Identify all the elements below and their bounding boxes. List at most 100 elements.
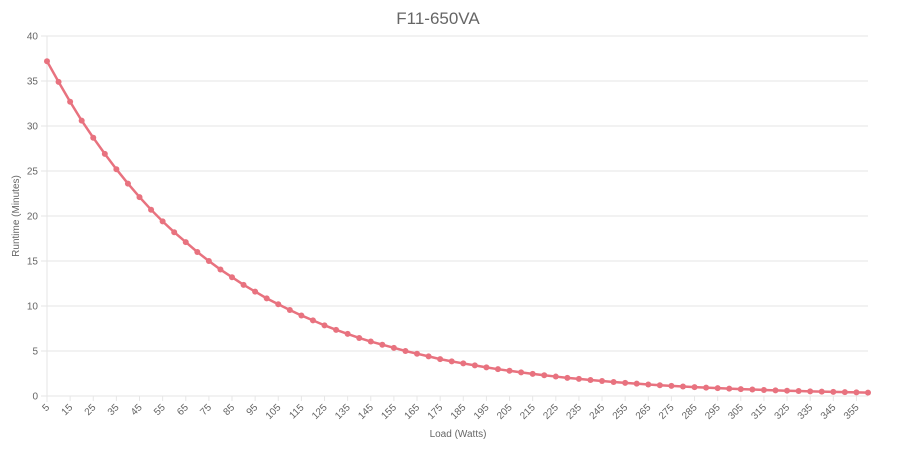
data-point[interactable]: [263, 295, 270, 302]
x-tick-label: 335: [796, 402, 816, 422]
data-point[interactable]: [252, 288, 259, 295]
data-point[interactable]: [760, 386, 767, 393]
data-point[interactable]: [229, 274, 236, 281]
data-point[interactable]: [286, 307, 293, 314]
data-point[interactable]: [518, 369, 525, 376]
x-tick-label: 185: [449, 402, 469, 422]
data-point[interactable]: [691, 384, 698, 391]
data-point[interactable]: [853, 389, 860, 396]
data-point[interactable]: [483, 364, 490, 371]
data-point[interactable]: [575, 375, 582, 382]
x-tick-label: 245: [588, 402, 608, 422]
x-tick-label: 45: [129, 402, 145, 418]
x-tick-label: 265: [634, 402, 654, 422]
data-point[interactable]: [460, 360, 467, 367]
data-point[interactable]: [737, 386, 744, 393]
x-tick-label: 5: [40, 402, 52, 414]
data-point[interactable]: [703, 384, 710, 391]
data-point[interactable]: [402, 348, 409, 354]
data-point[interactable]: [159, 218, 166, 225]
data-point[interactable]: [749, 386, 756, 393]
data-point[interactable]: [171, 229, 178, 236]
data-point[interactable]: [356, 334, 363, 341]
x-tick-label: 105: [264, 402, 284, 422]
data-point[interactable]: [645, 381, 652, 388]
data-point[interactable]: [136, 194, 143, 201]
data-point[interactable]: [506, 367, 513, 374]
x-tick-label: 275: [657, 402, 677, 422]
data-point[interactable]: [784, 387, 791, 394]
data-point[interactable]: [205, 258, 212, 264]
data-point[interactable]: [425, 353, 432, 360]
data-point[interactable]: [679, 383, 686, 390]
data-point[interactable]: [865, 389, 871, 396]
data-point[interactable]: [101, 150, 108, 157]
data-point[interactable]: [148, 206, 155, 213]
x-tick-label: 315: [749, 402, 769, 422]
data-point[interactable]: [587, 376, 594, 383]
data-point[interactable]: [471, 362, 478, 369]
data-point[interactable]: [344, 330, 351, 337]
data-point[interactable]: [437, 356, 444, 363]
data-point[interactable]: [309, 317, 316, 324]
data-point[interactable]: [298, 312, 305, 319]
x-tick-label: 225: [541, 402, 561, 422]
data-point[interactable]: [67, 98, 74, 105]
data-points: [44, 58, 871, 396]
x-tick-label: 15: [60, 402, 76, 418]
data-point[interactable]: [379, 341, 386, 348]
data-point[interactable]: [541, 372, 548, 379]
data-point[interactable]: [622, 379, 629, 386]
data-point[interactable]: [599, 377, 606, 384]
data-point[interactable]: [529, 370, 536, 377]
data-point[interactable]: [564, 374, 571, 381]
data-point[interactable]: [656, 382, 663, 389]
x-tick-label: 345: [819, 402, 839, 422]
y-tick-label: 35: [27, 77, 39, 88]
data-point[interactable]: [552, 373, 559, 380]
data-point[interactable]: [90, 134, 97, 141]
data-point[interactable]: [633, 380, 640, 387]
data-point[interactable]: [448, 358, 455, 365]
data-point[interactable]: [124, 180, 131, 187]
data-point[interactable]: [772, 387, 779, 394]
x-tick-label: 65: [175, 402, 191, 418]
data-point[interactable]: [494, 366, 501, 373]
data-point[interactable]: [390, 344, 397, 351]
data-point[interactable]: [78, 117, 85, 124]
data-point[interactable]: [830, 388, 837, 395]
x-tick-label: 235: [564, 402, 584, 422]
data-point[interactable]: [714, 385, 721, 392]
data-point[interactable]: [818, 388, 825, 395]
data-point[interactable]: [55, 78, 62, 85]
x-tick-label: 35: [106, 402, 122, 418]
data-point[interactable]: [240, 281, 247, 288]
y-tick-label: 20: [27, 212, 39, 223]
data-point[interactable]: [414, 350, 421, 357]
x-tick-label: 165: [403, 402, 423, 422]
data-point[interactable]: [333, 326, 340, 333]
y-tick-label: 5: [32, 347, 38, 358]
data-point[interactable]: [182, 239, 189, 246]
data-point[interactable]: [113, 166, 120, 173]
chart-title: F11-650VA: [396, 9, 480, 28]
x-tick-label: 95: [245, 402, 261, 418]
data-point[interactable]: [668, 382, 675, 389]
data-point[interactable]: [321, 322, 328, 329]
data-point[interactable]: [610, 378, 617, 385]
data-point[interactable]: [217, 266, 224, 273]
data-point[interactable]: [194, 249, 201, 255]
data-point[interactable]: [841, 389, 848, 396]
y-tick-label: 10: [27, 302, 39, 313]
data-point[interactable]: [275, 301, 282, 308]
y-axis-label: Runtime (Minutes): [11, 175, 22, 257]
data-point[interactable]: [726, 385, 733, 392]
data-point[interactable]: [807, 388, 814, 395]
x-tick-label: 295: [703, 402, 723, 422]
data-point[interactable]: [44, 58, 50, 65]
data-point[interactable]: [795, 388, 802, 395]
gridlines: [41, 35, 868, 402]
data-point[interactable]: [367, 338, 374, 345]
